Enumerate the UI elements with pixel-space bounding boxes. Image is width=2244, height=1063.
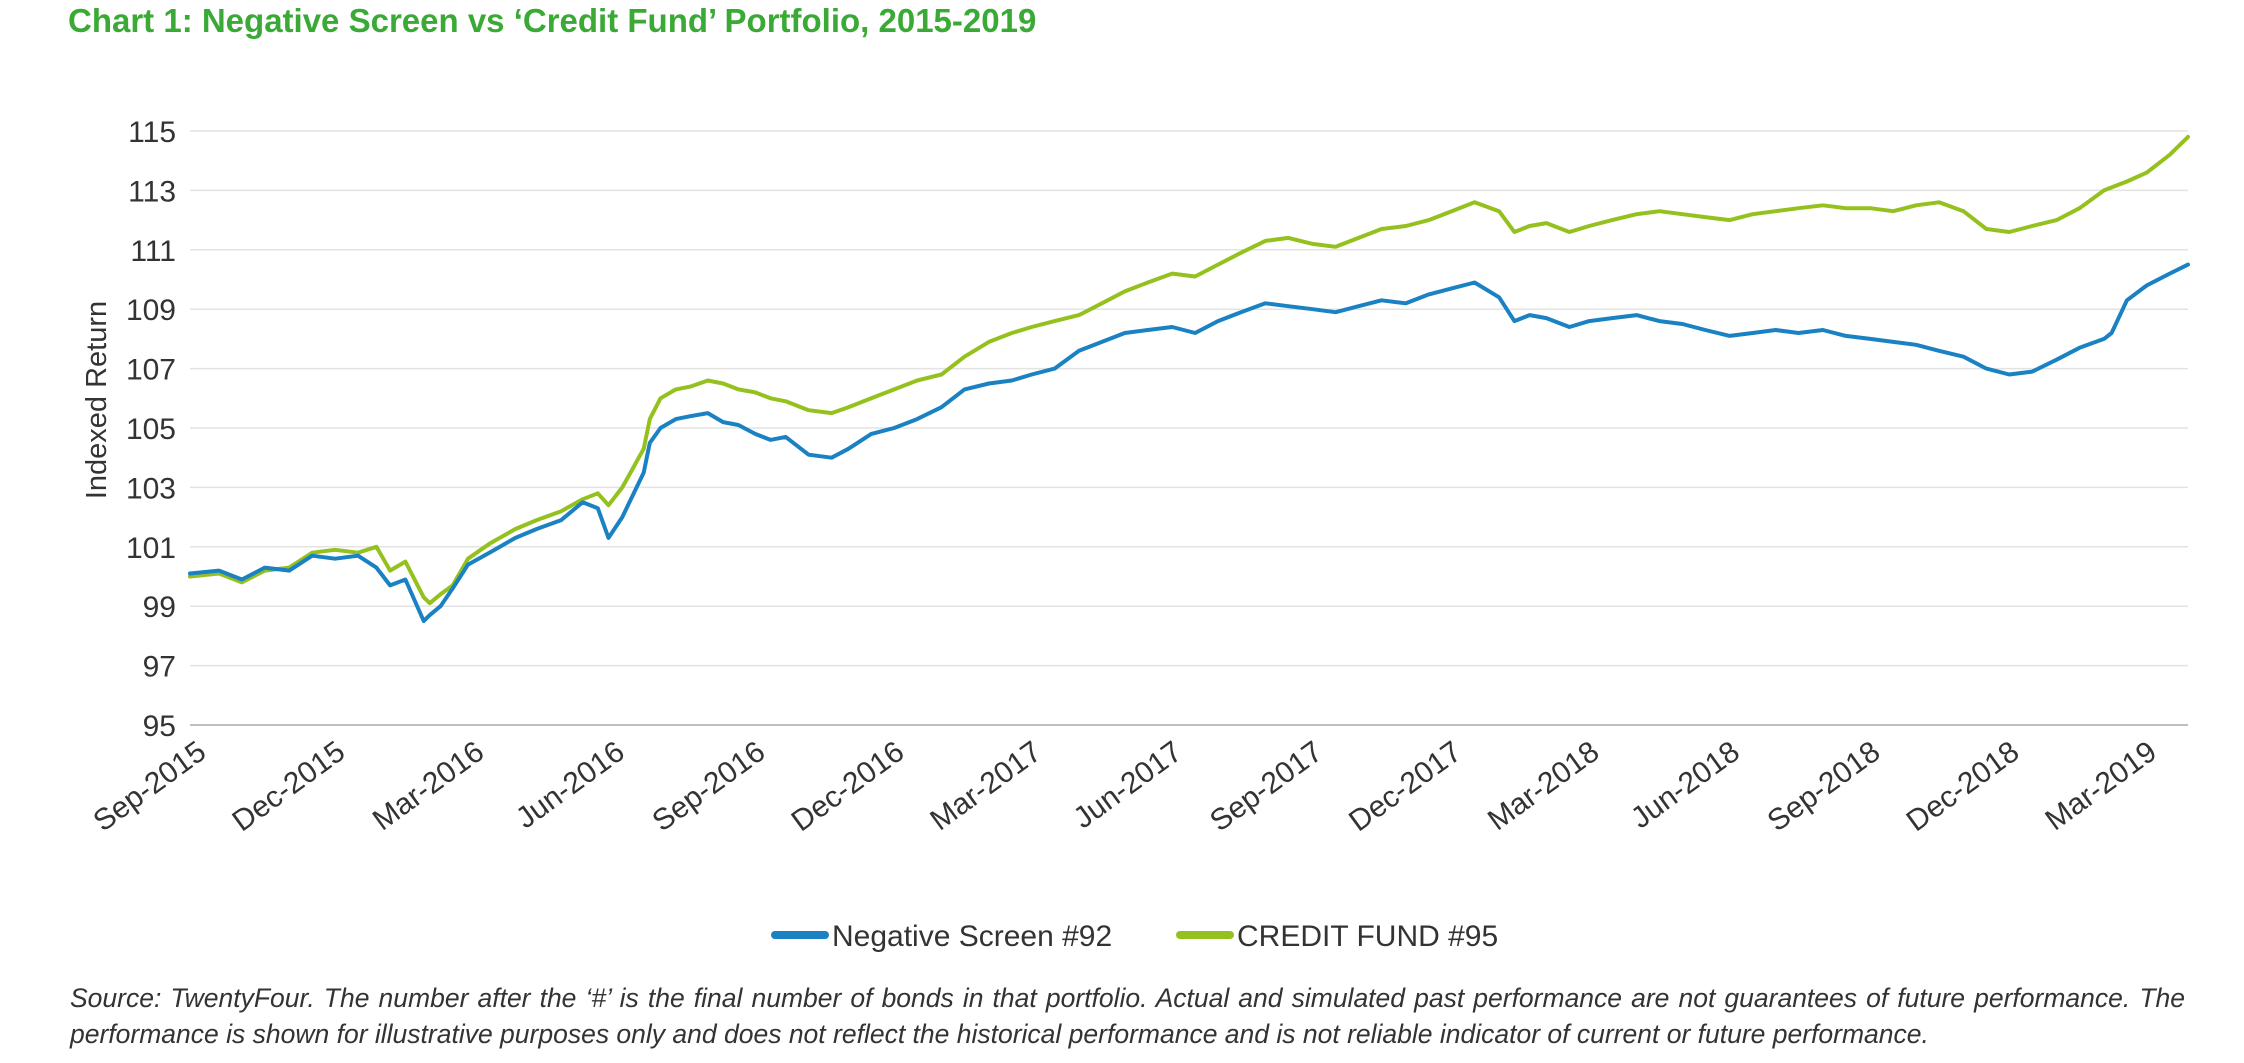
y-tick-label: 97 <box>143 651 176 684</box>
x-tick-label: Dec-2017 <box>1343 735 1468 838</box>
gridlines <box>190 130 2188 726</box>
x-tick-label: Jun-2018 <box>1625 735 1746 835</box>
x-tick-label: Mar-2016 <box>367 735 490 837</box>
series-line-negative-screen-92 <box>188 262 2190 623</box>
y-tick-label: 115 <box>128 116 176 149</box>
legend-label: CREDIT FUND #95 <box>1237 920 1498 953</box>
y-tick-label: 109 <box>126 294 176 327</box>
source-note: Source: TwentyFour. The number after the… <box>70 983 2185 1049</box>
legend-label: Negative Screen #92 <box>832 920 1112 953</box>
x-tick-label: Dec-2016 <box>786 735 911 838</box>
line-chart: 115 113 111 109 107 105 103 101 99 97 95 Indexed R… <box>81 116 2190 953</box>
x-tick-label: Sep-2016 <box>647 735 772 838</box>
y-tick-label: 107 <box>126 354 176 387</box>
x-tick-label: Mar-2017 <box>924 735 1047 837</box>
x-tick-label: Dec-2018 <box>1901 735 2026 838</box>
x-tick-label: Jun-2016 <box>510 735 631 835</box>
x-tick-label: Sep-2015 <box>87 735 212 838</box>
x-tick-label: Jun-2017 <box>1068 735 1189 835</box>
x-tick-label: Mar-2018 <box>1482 735 1605 837</box>
y-tick-label: 95 <box>143 710 176 743</box>
y-tick-label: 113 <box>128 175 176 208</box>
y-tick-label: 99 <box>143 591 176 624</box>
y-tick-label: 101 <box>126 532 176 565</box>
x-tick-label: Mar-2019 <box>2039 735 2162 837</box>
y-tick-label: 103 <box>126 472 176 505</box>
y-tick-label: 111 <box>130 235 176 268</box>
y-tick-label: 105 <box>126 413 176 446</box>
legend: Negative Screen #92 CREDIT FUND #95 <box>771 920 1498 953</box>
x-tick-label: Sep-2017 <box>1204 735 1329 838</box>
series-lines <box>188 134 2190 623</box>
y-axis-ticks: 115 113 111 109 107 105 103 101 99 97 95 <box>126 116 176 743</box>
x-tick-label: Sep-2018 <box>1762 735 1887 838</box>
y-axis-label: Indexed Return <box>81 301 113 499</box>
chart-title: Chart 1: Negative Screen vs ‘Credit Fund… <box>68 2 1037 39</box>
series-line-credit-fund-95 <box>188 134 2190 606</box>
x-tick-label: Dec-2015 <box>226 735 351 838</box>
x-axis-ticks: Sep-2015 Dec-2015 Mar-2016 Jun-2016 Sep-2016… <box>87 735 2162 838</box>
